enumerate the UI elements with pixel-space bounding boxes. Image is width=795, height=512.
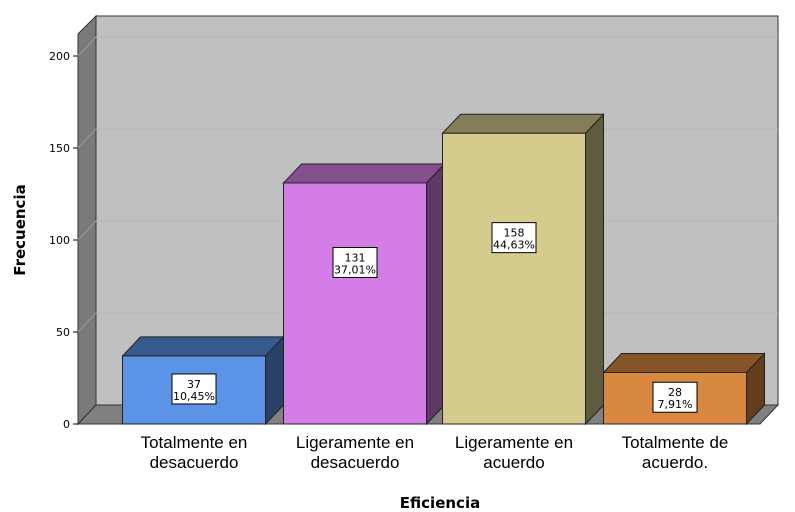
y-axis-ticks: 0 50 100 150 200 xyxy=(49,50,78,431)
bar xyxy=(441,113,605,426)
x-category-label: Ligeramente en xyxy=(296,433,414,452)
x-category-label: acuerdo xyxy=(483,453,544,472)
x-category-label: desacuerdo xyxy=(311,453,400,472)
bar-side xyxy=(585,113,604,426)
bar-top xyxy=(602,352,766,373)
y-tick-label: 100 xyxy=(49,234,70,247)
bar-front xyxy=(283,182,427,425)
y-tick-label: 0 xyxy=(63,418,70,431)
x-axis-title: Eficiencia xyxy=(400,494,480,512)
data-label-count: 158 xyxy=(504,227,525,240)
data-label-box xyxy=(332,246,378,278)
x-category-label: desacuerdo xyxy=(150,453,239,472)
y-tick-label: 50 xyxy=(56,326,70,339)
y-axis-title: Frecuencia xyxy=(11,184,29,275)
bar-top xyxy=(121,336,285,357)
bar-top xyxy=(441,113,605,134)
gridline-side xyxy=(77,312,97,333)
gridline-side xyxy=(77,220,97,241)
x-category-label: Totalmente en xyxy=(141,433,248,452)
data-label-percent: 7,91% xyxy=(658,398,693,411)
data-label-count: 28 xyxy=(668,386,682,399)
data-label-box xyxy=(491,222,537,254)
data-label-count: 37 xyxy=(187,378,201,391)
gridline-side xyxy=(77,128,97,149)
data-label-percent: 44,63% xyxy=(493,239,535,252)
gridline-side xyxy=(77,36,97,57)
bar xyxy=(282,162,446,426)
data-label-count: 131 xyxy=(345,251,366,264)
x-category-label: acuerdo. xyxy=(642,453,708,472)
bar-side xyxy=(426,162,445,426)
x-category-label: Totalmente de xyxy=(622,433,729,452)
bar-front xyxy=(442,132,586,425)
data-label-percent: 37,01% xyxy=(334,263,376,276)
data-label-box xyxy=(171,373,217,405)
bar-top xyxy=(282,163,446,184)
data-label-box xyxy=(652,381,698,413)
plot-side-wall xyxy=(77,14,97,426)
y-tick-label: 200 xyxy=(49,50,70,63)
y-tick-label: 150 xyxy=(49,142,70,155)
data-label: 287,91% xyxy=(652,381,698,413)
data-label-percent: 10,45% xyxy=(173,390,215,403)
x-category-label: Ligeramente en xyxy=(455,433,573,452)
